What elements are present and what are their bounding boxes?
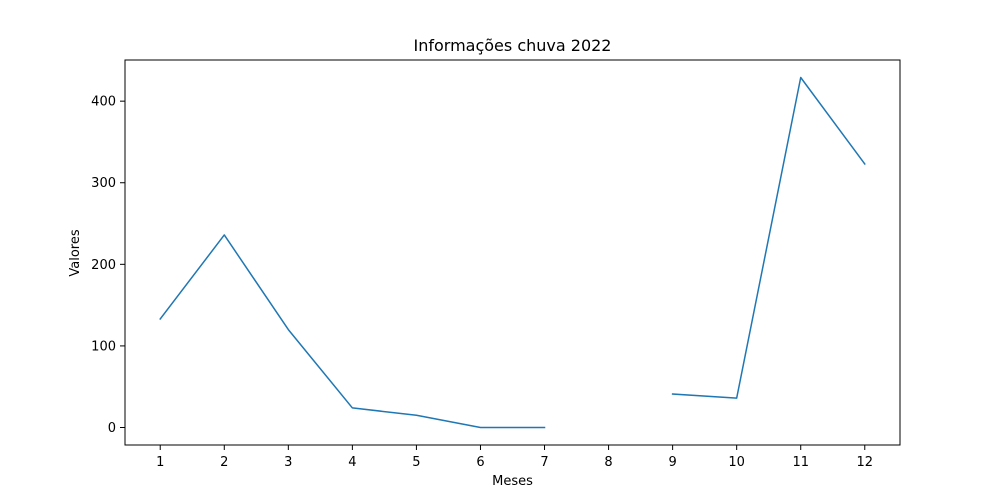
x-tick-label: 7 bbox=[540, 455, 548, 470]
x-tick-label: 11 bbox=[792, 455, 809, 470]
plot-area bbox=[159, 76, 866, 429]
x-tick-label: 10 bbox=[728, 455, 745, 470]
x-tick-label: 5 bbox=[412, 455, 420, 470]
x-tick-label: 1 bbox=[156, 455, 164, 470]
y-tick-label: 300 bbox=[91, 176, 116, 191]
x-tick-label: 8 bbox=[604, 455, 612, 470]
y-tick-label: 0 bbox=[108, 421, 116, 436]
y-tick-label: 100 bbox=[91, 339, 116, 354]
series-line-segment bbox=[671, 76, 866, 399]
x-tick-label: 6 bbox=[476, 455, 484, 470]
y-axis-label: Valores bbox=[68, 229, 83, 276]
y-tick-label: 400 bbox=[91, 95, 116, 110]
x-tick-label: 4 bbox=[348, 455, 356, 470]
x-tick-label: 3 bbox=[284, 455, 292, 470]
series-line-segment bbox=[159, 234, 546, 429]
x-axis-label: Meses bbox=[492, 474, 533, 489]
x-tick-label: 2 bbox=[220, 455, 228, 470]
x-tick-label: 12 bbox=[856, 455, 873, 470]
chart-title: Informações chuva 2022 bbox=[414, 36, 612, 55]
x-tick-label: 9 bbox=[668, 455, 676, 470]
plot-frame bbox=[124, 59, 901, 446]
y-tick-label: 200 bbox=[91, 258, 116, 273]
